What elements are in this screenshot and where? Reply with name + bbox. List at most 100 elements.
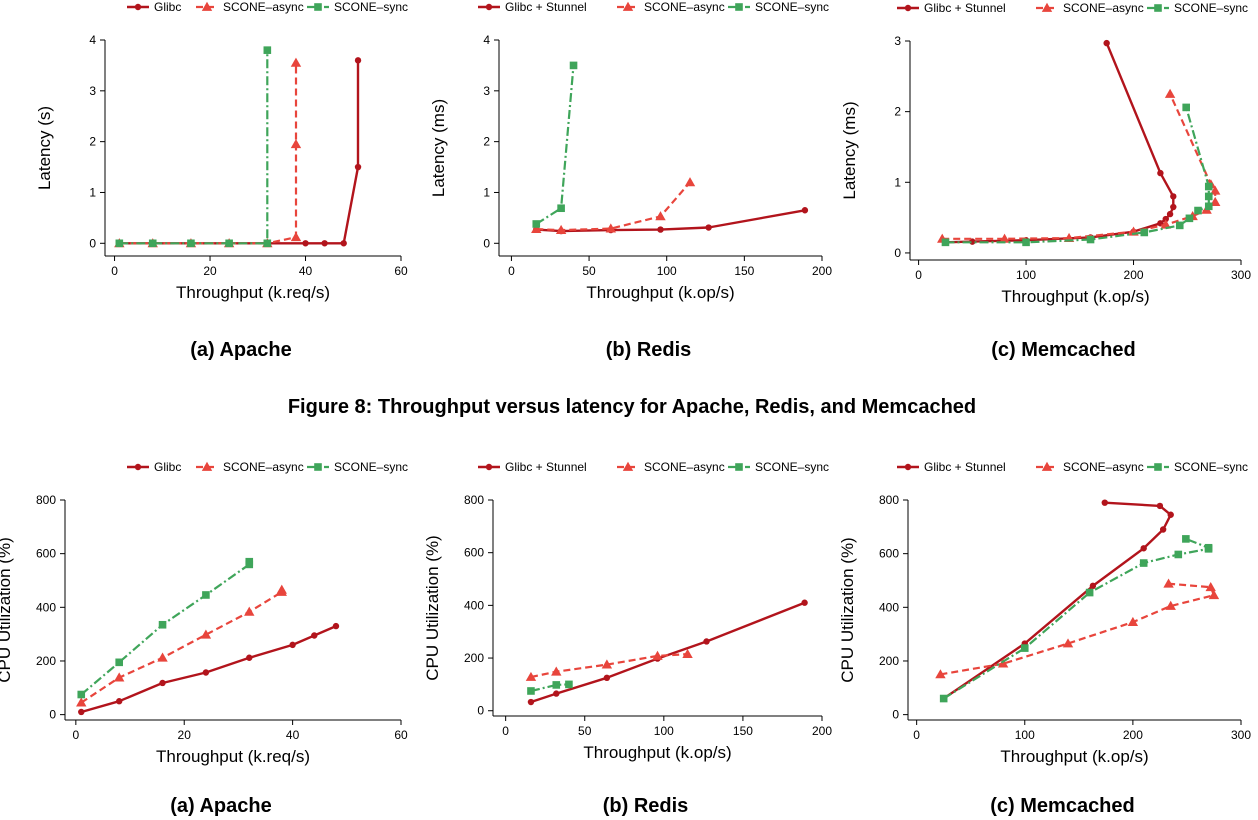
data-point-async xyxy=(682,648,693,658)
data-point-glibc xyxy=(1162,215,1169,223)
data-point-sync xyxy=(158,620,167,629)
data-point-sync xyxy=(939,694,948,703)
legend-marker-sync xyxy=(1154,463,1162,471)
data-point-glibc xyxy=(302,240,309,247)
data-point-async xyxy=(652,650,663,660)
data-point-async xyxy=(276,584,287,594)
x-tick-label: 300 xyxy=(1231,728,1251,742)
data-point-async xyxy=(531,223,542,233)
data-point-async xyxy=(113,672,125,682)
data-point-glibc xyxy=(321,240,328,247)
legend-marker-glibc xyxy=(904,4,912,12)
y-tick-label: 0 xyxy=(483,236,490,250)
legend-label-sync: SCONE–sync xyxy=(1174,1,1248,15)
x-tick-label: 100 xyxy=(1016,268,1036,282)
y-tick-label: 1 xyxy=(894,175,901,189)
data-point-glibc xyxy=(1170,203,1177,211)
legend-marker-sync xyxy=(314,3,322,11)
legend-label-async: SCONE–async xyxy=(1063,460,1144,474)
data-point-sync xyxy=(941,238,950,247)
legend-label-sync: SCONE–sync xyxy=(334,460,408,474)
data-point-async xyxy=(1210,185,1221,195)
data-point-sync xyxy=(569,61,578,70)
data-point-async xyxy=(200,629,212,639)
legend-marker-async xyxy=(622,1,634,11)
data-point-async xyxy=(244,606,255,616)
chart-panel-2: 0 50 100 150 200 0 1 2 3 4 Throughput (k.op/s) Late… xyxy=(429,0,832,361)
series-line-glibc xyxy=(530,601,806,704)
data-point-sync xyxy=(557,204,565,213)
x-axis-label: Throughput (k.req/s) xyxy=(176,283,330,302)
x-tick-label: 200 xyxy=(812,264,832,278)
y-tick-label: 3 xyxy=(483,84,490,98)
data-point-sync xyxy=(1182,535,1190,543)
legend: Glibc + Stunnel SCONE–async SCONE–sync xyxy=(897,1,1248,15)
y-tick-label: 2 xyxy=(894,105,901,119)
data-point-glibc xyxy=(354,57,362,64)
x-tick-label: 0 xyxy=(915,268,922,282)
series-line-glibc xyxy=(945,42,1175,244)
data-point-glibc xyxy=(1103,39,1110,47)
y-tick-label: 400 xyxy=(36,600,56,614)
y-tick-label: 2 xyxy=(483,135,490,149)
legend-marker-glibc xyxy=(134,463,142,471)
x-axis-label: Throughput (k.req/s) xyxy=(156,747,310,766)
legend-marker-sync xyxy=(735,463,743,471)
data-point-glibc xyxy=(1101,499,1108,506)
legend-label-glibc: Glibc + Stunnel xyxy=(924,1,1006,15)
legend-marker-glibc xyxy=(904,463,912,471)
y-tick-label: 0 xyxy=(89,236,96,250)
data-point-async xyxy=(1163,578,1174,588)
legend-marker-sync xyxy=(1154,4,1162,12)
data-point-async xyxy=(157,652,168,662)
data-point-async xyxy=(601,659,613,669)
series-line-sync xyxy=(80,561,251,696)
y-axis-label: Latency (ms) xyxy=(840,101,859,199)
legend-marker-async xyxy=(201,1,213,11)
legend-label-glibc: Glibc + Stunnel xyxy=(505,0,587,14)
data-point-async xyxy=(605,223,617,233)
x-tick-label: 40 xyxy=(299,264,313,278)
data-point-async xyxy=(76,697,87,707)
y-tick-label: 200 xyxy=(464,651,484,665)
legend-label-glibc: Glibc xyxy=(154,460,181,474)
data-point-sync xyxy=(1174,550,1183,559)
x-tick-label: 200 xyxy=(812,724,832,738)
data-point-glibc xyxy=(553,690,560,697)
x-tick-label: 200 xyxy=(1124,268,1144,282)
x-tick-label: 40 xyxy=(286,728,300,742)
data-point-sync xyxy=(1085,588,1094,597)
subcaption: (b) Redis xyxy=(606,339,692,361)
data-point-async xyxy=(1165,600,1176,610)
data-point-async xyxy=(290,231,302,242)
y-tick-label: 1 xyxy=(483,185,490,199)
y-axis-label: CPU Utilization (%) xyxy=(838,537,857,682)
data-point-async xyxy=(935,669,946,679)
series-line-async xyxy=(119,62,298,245)
data-point-async xyxy=(655,211,666,221)
x-tick-label: 20 xyxy=(203,264,217,278)
legend: Glibc + Stunnel SCONE–async SCONE–sync xyxy=(478,460,829,474)
series-line-sync xyxy=(530,683,569,693)
data-point-sync xyxy=(77,690,86,699)
data-point-glibc xyxy=(1157,169,1164,177)
data-point-sync xyxy=(532,220,541,228)
y-tick-label: 800 xyxy=(464,493,484,507)
data-point-async xyxy=(290,57,302,67)
data-point-glibc xyxy=(340,240,347,247)
data-point-glibc xyxy=(1156,502,1164,510)
x-axis-label: Throughput (k.op/s) xyxy=(1001,287,1149,306)
data-point-sync xyxy=(527,687,535,695)
chart-panel-6: 0 100 200 300 0 200 400 600 800 Throughput (k.op/… xyxy=(838,460,1251,817)
data-point-sync xyxy=(245,557,254,566)
series-line-sync xyxy=(535,65,575,225)
x-tick-label: 60 xyxy=(394,264,408,278)
y-tick-label: 0 xyxy=(894,246,901,260)
series-line-sync xyxy=(119,50,269,245)
series-line-glibc xyxy=(119,60,360,245)
data-point-sync xyxy=(1086,235,1095,244)
data-point-glibc xyxy=(801,207,809,214)
data-point-sync xyxy=(1182,103,1190,112)
x-tick-label: 0 xyxy=(72,728,79,742)
data-point-sync xyxy=(1020,644,1029,652)
